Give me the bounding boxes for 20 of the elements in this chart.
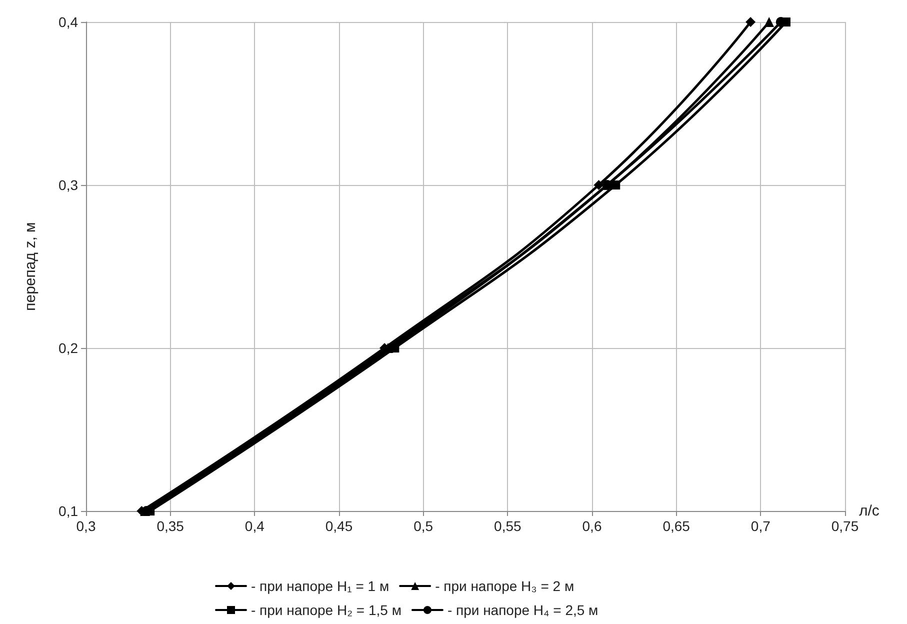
y-axis-title: перепад z, м: [22, 222, 39, 311]
x-tick-label: 0,75: [831, 518, 859, 534]
x-tick-label: 0,45: [325, 518, 353, 534]
x-tick-label: 0,55: [494, 518, 522, 534]
x-tick-label: 0,65: [662, 518, 690, 534]
y-tick-label: 0,1: [58, 503, 78, 519]
legend-label: - при напоре H₄ = 2,5 м: [447, 602, 598, 618]
legend-label: - при напоре H₁ = 1 м: [251, 578, 390, 594]
legend-label: - при напоре H₃ = 2 м: [435, 578, 574, 594]
x-tick-label: 0,3: [76, 518, 96, 534]
x-tick-label: 0,4: [244, 518, 265, 534]
y-tick-label: 0,4: [58, 14, 78, 30]
y-tick-label: 0,3: [58, 177, 78, 193]
x-tick-label: 0,35: [156, 518, 184, 534]
legend-label: - при напоре H₂ = 1,5 м: [251, 602, 402, 618]
x-axis-title: л/с: [859, 502, 880, 520]
x-tick-label: 0,7: [750, 518, 771, 534]
x-tick-label: 0,6: [582, 518, 602, 534]
y-tick-label: 0,2: [58, 340, 78, 356]
x-tick-label: 0,5: [414, 518, 434, 534]
